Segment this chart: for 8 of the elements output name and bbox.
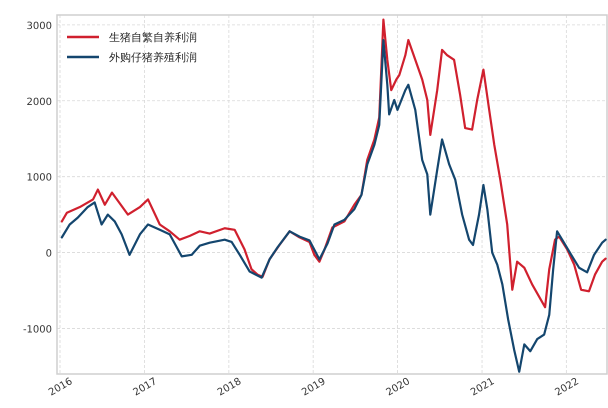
line-series bbox=[60, 18, 607, 308]
legend-label: 生猪自繁自养利润 bbox=[109, 31, 197, 44]
y-tick-label: 3000 bbox=[26, 20, 52, 32]
y-tick-label: 1000 bbox=[26, 172, 52, 184]
legend-label: 外购仔猪养殖利润 bbox=[109, 51, 197, 64]
y-tick-label: 0 bbox=[46, 248, 52, 260]
y-tick-label: -1000 bbox=[22, 324, 52, 336]
y-tick-label: 2000 bbox=[26, 96, 52, 108]
